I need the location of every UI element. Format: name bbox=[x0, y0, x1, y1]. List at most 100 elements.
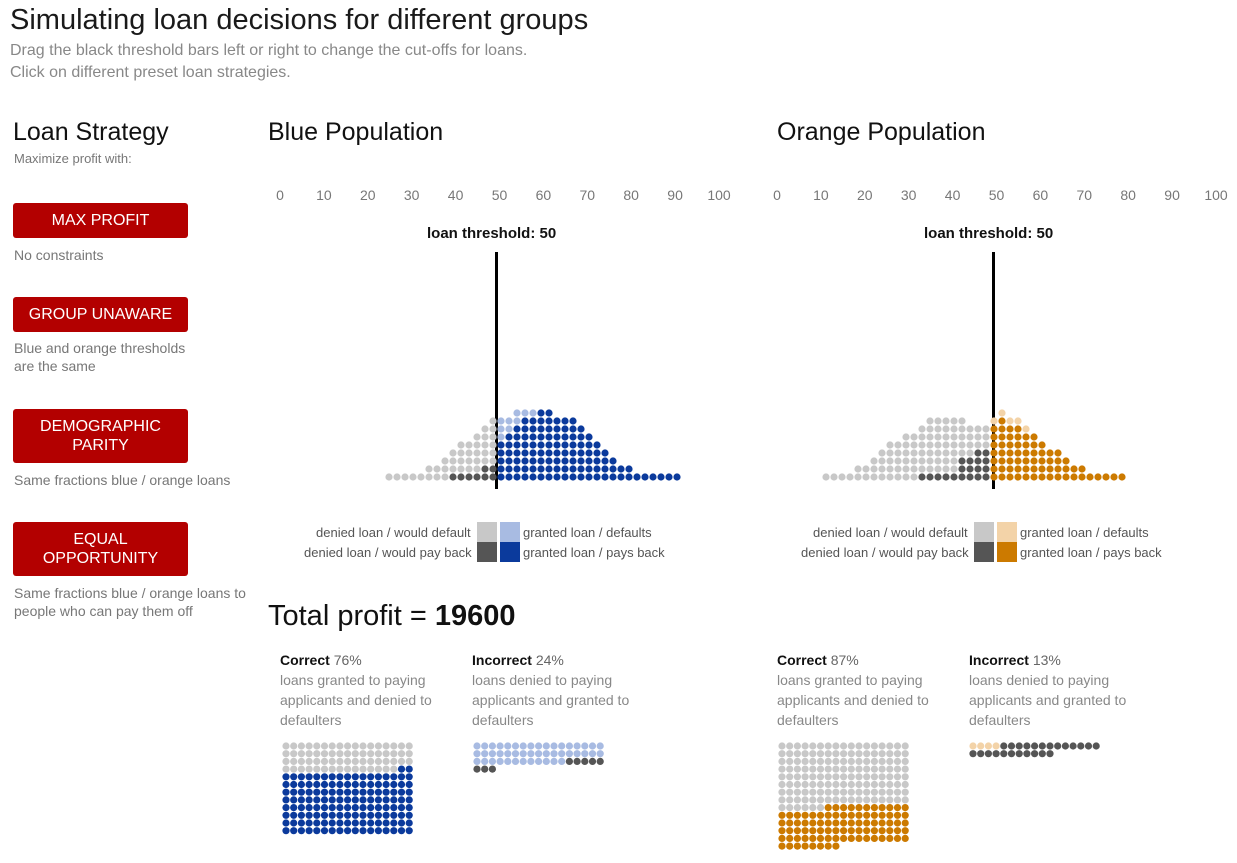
orange-correct-dot bbox=[870, 804, 879, 812]
blue-incorrect-dot bbox=[542, 750, 550, 758]
orange-applicant-dot bbox=[1030, 433, 1038, 441]
blue-correct-dot bbox=[305, 773, 313, 781]
blue-correct-dot bbox=[282, 804, 290, 812]
blue-correct-dot bbox=[282, 757, 290, 766]
blue-incorrect-dot bbox=[511, 750, 520, 758]
orange-correct-dot bbox=[855, 811, 863, 819]
orange-applicant-dot bbox=[1014, 457, 1022, 465]
blue-correct-dot bbox=[336, 827, 344, 835]
blue-correct-dot bbox=[367, 773, 375, 781]
max-profit-button[interactable]: MAX PROFIT bbox=[13, 203, 188, 238]
blue-applicant-dot bbox=[505, 433, 513, 441]
blue-applicant-dot bbox=[481, 457, 489, 465]
blue-incorrect-dot bbox=[511, 742, 520, 750]
orange-correct-dot bbox=[816, 757, 825, 766]
orange-threshold-handle[interactable] bbox=[992, 252, 995, 489]
blue-correct-dot bbox=[320, 811, 329, 819]
blue-incorrect-dot bbox=[588, 742, 597, 750]
blue-correct-dot bbox=[305, 750, 313, 758]
blue-applicant-dot bbox=[473, 457, 481, 465]
blue-applicant-dot bbox=[529, 441, 537, 449]
orange-correct-dot bbox=[816, 811, 825, 819]
orange-correct-dot bbox=[793, 788, 802, 796]
orange-applicant-dot bbox=[934, 433, 942, 441]
blue-applicant-dot bbox=[481, 449, 489, 457]
orange-applicant-dot bbox=[926, 449, 934, 457]
orange-applicant-dot bbox=[1078, 465, 1086, 473]
blue-correct-dot bbox=[297, 804, 305, 812]
blue-incorrect-dot bbox=[558, 742, 566, 750]
orange-applicant-dot bbox=[982, 465, 990, 473]
orange-correct-dot bbox=[840, 780, 848, 789]
orange-correct-dot bbox=[832, 819, 840, 827]
orange-applicant-dot bbox=[822, 473, 830, 481]
orange-applicant-dot bbox=[966, 449, 974, 457]
blue-incorrect-dot bbox=[473, 742, 481, 750]
equal-opportunity-button[interactable]: EQUAL OPPORTUNITY bbox=[13, 522, 188, 576]
blue-threshold-handle[interactable] bbox=[495, 252, 498, 489]
blue-applicant-dot bbox=[641, 473, 649, 481]
orange-correct-dot bbox=[878, 788, 886, 796]
orange-correct-dot bbox=[824, 796, 832, 804]
blue-correct-dot bbox=[313, 827, 321, 835]
blue-applicant-dot bbox=[577, 465, 585, 473]
blue-applicant-dot bbox=[553, 433, 561, 441]
orange-correct-dot bbox=[801, 788, 809, 796]
orange-correct-dot bbox=[863, 796, 871, 804]
orange-threshold-label: loan threshold: 50 bbox=[924, 225, 1054, 242]
blue-axis-tick: 70 bbox=[579, 187, 596, 203]
orange-applicant-dot bbox=[926, 473, 934, 481]
orange-correct-dot bbox=[863, 827, 871, 835]
blue-correct-dot bbox=[397, 819, 406, 827]
blue-correct-dot bbox=[351, 780, 359, 789]
blue-applicant-dot bbox=[417, 473, 425, 481]
blue-incorrect-dot bbox=[488, 750, 496, 758]
group-unaware-button[interactable]: GROUP UNAWARE bbox=[13, 297, 188, 332]
orange-correct-dot bbox=[870, 773, 879, 781]
orange-applicant-dot bbox=[950, 473, 958, 481]
blue-correct-dot bbox=[405, 773, 413, 781]
blue-correct-dot bbox=[290, 804, 298, 812]
orange-applicant-dot bbox=[974, 465, 982, 473]
blue-correct-dot bbox=[344, 788, 352, 796]
blue-correct-dot bbox=[297, 757, 305, 766]
orange-applicant-dot bbox=[878, 465, 886, 473]
orange-applicant-dot bbox=[974, 473, 982, 481]
blue-correct-dot bbox=[405, 819, 413, 827]
blue-applicant-dot bbox=[577, 433, 585, 441]
blue-applicant-dot bbox=[569, 473, 577, 481]
orange-correct-dot bbox=[863, 804, 871, 812]
blue-applicant-dot bbox=[625, 465, 633, 473]
blue-correct-dot bbox=[320, 780, 329, 789]
orange-correct-dot bbox=[840, 757, 848, 766]
instructions-line-1: Drag the black threshold bars left or ri… bbox=[10, 42, 528, 59]
blue-correct-dot bbox=[390, 773, 398, 781]
blue-correct-dot bbox=[367, 765, 375, 773]
blue-correct-dot bbox=[382, 757, 390, 766]
orange-applicant-dot bbox=[958, 465, 966, 473]
orange-applicant-dot bbox=[926, 465, 934, 473]
orange-correct-dot bbox=[855, 780, 863, 789]
blue-correct-dot bbox=[351, 773, 359, 781]
blue-correct-dot bbox=[367, 750, 375, 758]
blue-correct-dot bbox=[313, 757, 321, 766]
blue-correct-dot bbox=[344, 811, 352, 819]
blue-threshold-label: loan threshold: 50 bbox=[427, 225, 557, 242]
orange-correct-dot bbox=[816, 796, 825, 804]
demographic-parity-button[interactable]: DEMOGRAPHIC PARITY bbox=[13, 409, 188, 463]
orange-applicant-dot bbox=[966, 473, 974, 481]
blue-correct-dot bbox=[359, 742, 367, 750]
orange-correct-dot bbox=[786, 819, 794, 827]
orange-correct-dot bbox=[855, 834, 863, 843]
orange-applicant-dot bbox=[934, 473, 942, 481]
orange-correct-dot bbox=[809, 834, 817, 843]
orange-legend-denied-payback-swatch bbox=[974, 542, 994, 562]
orange-applicant-dot bbox=[950, 457, 958, 465]
blue-applicant-dot bbox=[601, 449, 609, 457]
orange-applicant-dot bbox=[966, 433, 974, 441]
blue-correct-dot bbox=[405, 788, 413, 796]
blue-applicant-dot bbox=[561, 433, 569, 441]
orange-applicant-dot bbox=[1014, 465, 1022, 473]
orange-applicant-dot bbox=[942, 473, 950, 481]
